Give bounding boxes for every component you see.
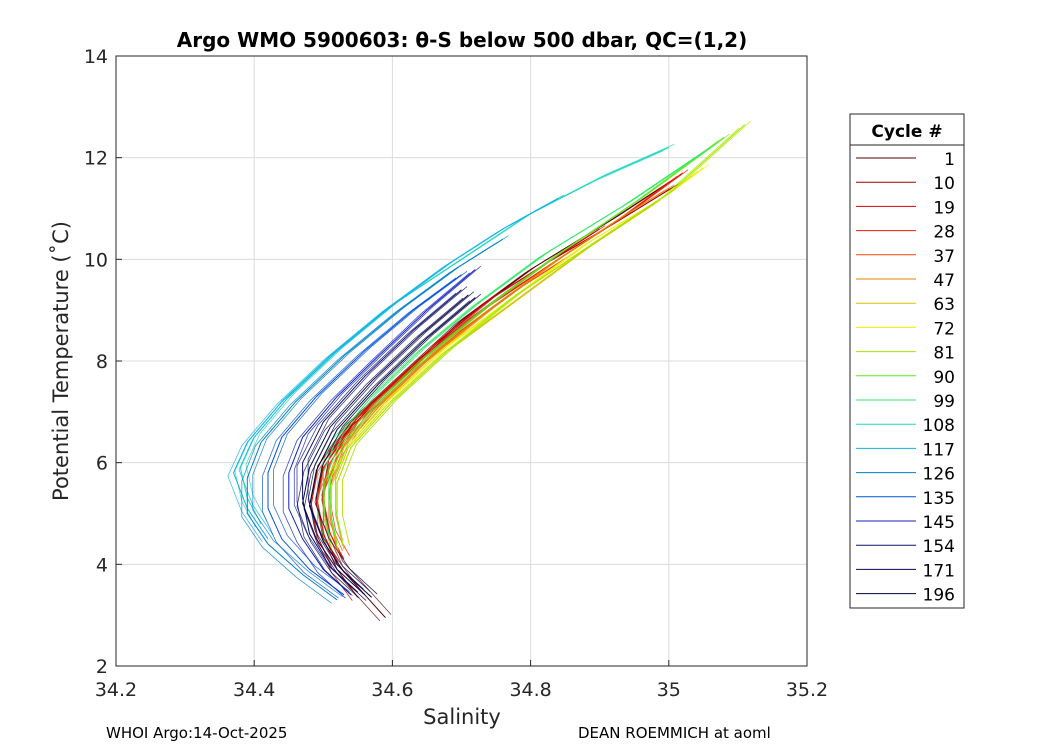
x-axis-label: Salinity bbox=[423, 705, 501, 729]
legend-label-63: 63 bbox=[933, 295, 955, 315]
series-line-cycle-117-strand bbox=[238, 194, 564, 536]
legend-label-10: 10 bbox=[933, 174, 955, 194]
series-line-cycle-47-strand bbox=[324, 191, 664, 553]
legend-label-126: 126 bbox=[923, 465, 955, 485]
series-line-cycle-135-strand bbox=[273, 270, 468, 592]
series-line-cycle-145-strand bbox=[293, 265, 482, 592]
series-line-cycle-99-strand bbox=[328, 143, 717, 536]
series-line-cycle-171-strand bbox=[307, 291, 475, 592]
axis-ticks: 34.2 34.4 34.6 34.8 35 35.2 2 4 6 8 10 12 14 bbox=[84, 46, 828, 701]
grid bbox=[115, 55, 808, 667]
legend-label-28: 28 bbox=[933, 223, 955, 243]
series-line-cycle-90-strand bbox=[324, 140, 719, 548]
legend-label-19: 19 bbox=[933, 198, 955, 218]
series-line-cycle-108 bbox=[239, 147, 670, 524]
series-line-cycle-10-strand bbox=[310, 188, 671, 601]
x-tick-label: 34.2 bbox=[95, 679, 137, 701]
series-line-cycle-90 bbox=[329, 136, 725, 545]
series-line-cycle-10 bbox=[315, 185, 676, 598]
x-tick-label: 34.8 bbox=[509, 679, 551, 701]
series-line-cycle-171 bbox=[302, 294, 469, 596]
series-line-cycle-126 bbox=[246, 238, 504, 601]
series-line-cycle-171-strand bbox=[296, 297, 464, 599]
legend-label-108: 108 bbox=[923, 416, 955, 436]
x-tick-label: 35.2 bbox=[786, 679, 828, 701]
x-tick-label: 34.6 bbox=[371, 679, 413, 701]
series-line-cycle-19-strand bbox=[310, 231, 595, 566]
legend-label-1: 1 bbox=[944, 150, 955, 170]
y-tick-label: 6 bbox=[96, 453, 108, 475]
series-line-cycle-145 bbox=[288, 269, 476, 596]
series-line-cycle-196-strand bbox=[314, 293, 482, 595]
series-line-cycle-135-strand bbox=[262, 277, 457, 599]
y-tick-label: 8 bbox=[96, 351, 108, 373]
legend-label-81: 81 bbox=[933, 344, 955, 364]
legend-title: Cycle # bbox=[871, 122, 942, 142]
series-line-cycle-196 bbox=[308, 297, 476, 598]
footer-source-date: WHOI Argo:14-Oct-2025 bbox=[106, 724, 288, 742]
legend-label-154: 154 bbox=[923, 537, 955, 557]
legend-label-72: 72 bbox=[933, 319, 955, 339]
y-tick-label: 14 bbox=[84, 46, 108, 68]
series-line-cycle-135 bbox=[267, 274, 462, 596]
legend-label-117: 117 bbox=[923, 440, 955, 460]
y-tick-label: 10 bbox=[84, 249, 108, 271]
y-tick-label: 12 bbox=[84, 148, 108, 170]
legend-label-99: 99 bbox=[933, 392, 955, 412]
series-line-cycle-99 bbox=[322, 147, 711, 540]
series-line-cycle-145-strand bbox=[282, 272, 471, 599]
series-line-cycle-10-strand bbox=[321, 182, 682, 595]
legend-label-47: 47 bbox=[933, 271, 955, 291]
legend-label-37: 37 bbox=[933, 247, 955, 267]
series-line-cycle-117 bbox=[232, 197, 559, 540]
legend: Cycle # 1 10 19 28 37 47 63 72 81 90 99 108 117 126 13… bbox=[849, 113, 965, 609]
legend-label-171: 171 bbox=[923, 561, 955, 581]
y-axis-label: Potential Temperature (˚C) bbox=[49, 221, 73, 501]
series-line-cycle-154-strand bbox=[307, 286, 468, 590]
series-line-cycle-81-strand bbox=[331, 127, 740, 553]
x-tick-label: 34.4 bbox=[233, 679, 275, 701]
legend-label-196: 196 bbox=[923, 586, 955, 606]
series-line-cycle-154-strand bbox=[296, 292, 457, 596]
chart-title: Argo WMO 5900603: θ-S below 500 dbar, QC… bbox=[177, 28, 747, 52]
series-line-cycle-117-strand bbox=[227, 201, 553, 543]
series-line-cycle-47 bbox=[329, 187, 670, 550]
series-line-cycle-90-strand bbox=[335, 133, 730, 541]
series-line-cycle-81-strand bbox=[342, 121, 751, 546]
y-tick-label: 4 bbox=[96, 554, 108, 576]
legend-label-135: 135 bbox=[923, 489, 955, 509]
legend-label-90: 90 bbox=[933, 368, 955, 388]
series-line-cycle-154 bbox=[302, 289, 462, 593]
series-line-cycle-126-strand bbox=[252, 235, 509, 598]
x-tick-label: 35 bbox=[657, 679, 681, 701]
series-line-cycle-126-strand bbox=[241, 241, 498, 604]
footer-pi-credit: DEAN ROEMMICH at aoml bbox=[578, 724, 771, 742]
series-line-cycle-63-strand bbox=[331, 206, 650, 553]
series-line-cycle-196-strand bbox=[303, 300, 471, 601]
legend-label-145: 145 bbox=[923, 513, 955, 533]
series-lines bbox=[227, 121, 751, 622]
legend-box bbox=[849, 113, 965, 609]
y-tick-label: 2 bbox=[96, 656, 108, 678]
